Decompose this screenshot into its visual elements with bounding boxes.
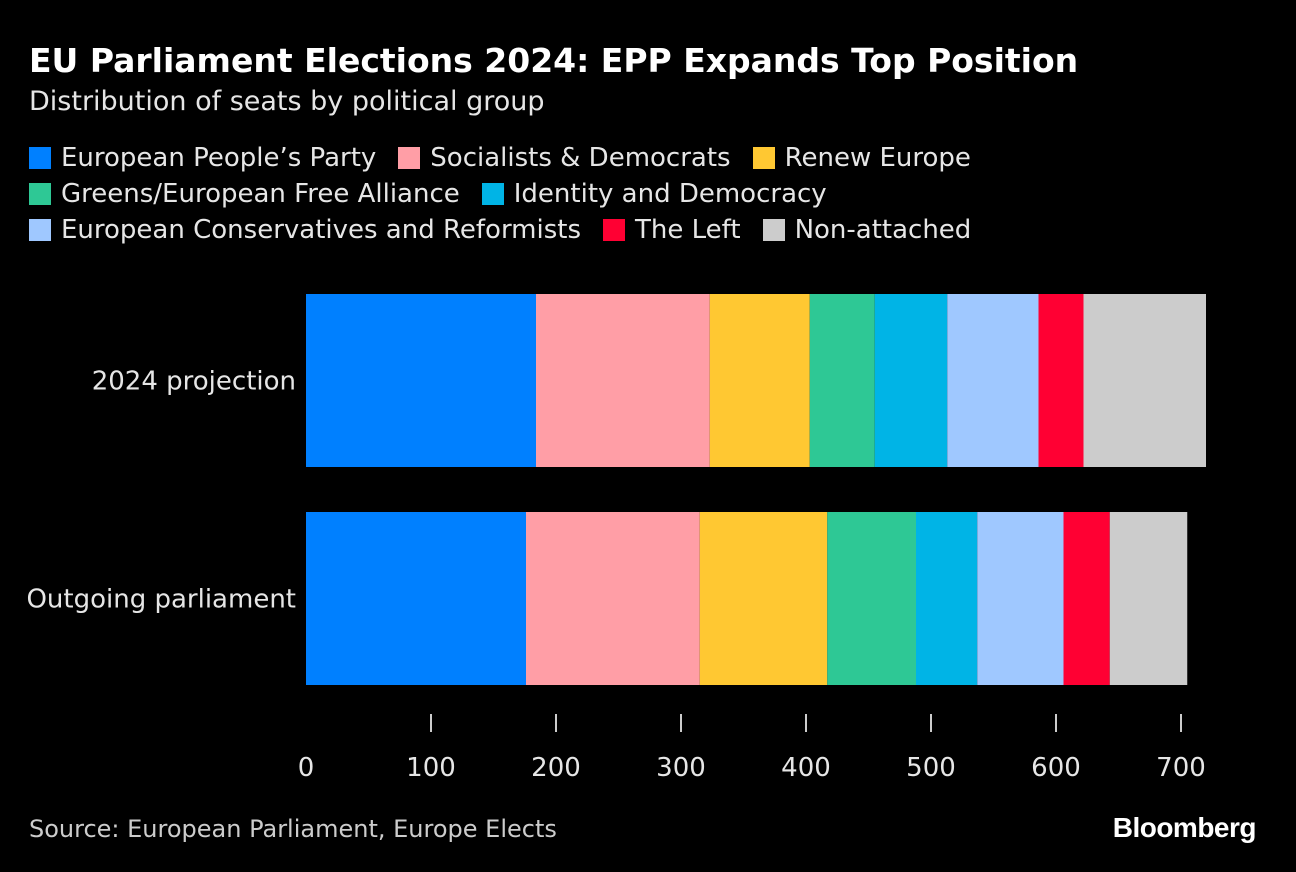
legend-swatch [603, 219, 626, 241]
legend-swatch [752, 147, 775, 169]
legend-label: Non-attached [794, 215, 972, 245]
bar-segment [809, 294, 875, 467]
x-tick-label: 600 [1031, 753, 1081, 783]
bloomberg-logo: Bloomberg [1112, 812, 1257, 843]
bar-segment [536, 294, 710, 467]
legend-swatch [29, 147, 51, 169]
bar-segment [947, 294, 1039, 467]
legend-item: Identity and Democracy [481, 179, 827, 209]
bar-segment [526, 512, 700, 685]
bar-segment [306, 294, 536, 467]
legend-label: European People’s Party [61, 143, 377, 173]
bar-segment [916, 512, 978, 685]
x-tick-label: 200 [531, 753, 581, 783]
legend-swatch [29, 183, 51, 205]
bar-segment [1038, 294, 1084, 467]
legend-swatch [29, 219, 51, 241]
bar-segment [874, 294, 948, 467]
legend-item: European People’s Party [29, 143, 376, 173]
category-label: 2024 projection [92, 367, 296, 397]
legend-row: Greens/European Free Alliance Identity an… [29, 176, 1279, 212]
legend-item: Socialists & Democrats [398, 143, 731, 173]
bar-segment [977, 512, 1064, 685]
legend-label: Identity and Democracy [513, 179, 827, 209]
bar-segment [827, 512, 916, 685]
legend-swatch [398, 147, 421, 169]
x-tick-label: 0 [298, 753, 315, 783]
legend-item: Greens/European Free Alliance [29, 179, 460, 209]
legend-item: European Conservatives and Reformists [29, 215, 581, 245]
category-label: Outgoing parliament [26, 585, 296, 615]
bar-segment [1063, 512, 1110, 685]
source-note: Source: European Parliament, Europe Elec… [29, 815, 557, 843]
legend-label: Greens/European Free Alliance [61, 179, 460, 209]
x-tick-label: 400 [781, 753, 831, 783]
x-tick-label: 700 [1156, 753, 1206, 783]
bar-segment [1109, 512, 1188, 685]
x-tick-label: 100 [406, 753, 456, 783]
bar-segment [306, 512, 526, 685]
legend-row: European Conservatives and Reformists The… [29, 212, 1279, 248]
chart-subtitle: Distribution of seats by political group [29, 86, 545, 117]
legend-swatch [481, 183, 504, 205]
legend-label: European Conservatives and Reformists [61, 215, 582, 245]
legend-row: European People’s Party Socialists & Demo… [29, 140, 1279, 176]
legend-item: Non-attached [762, 215, 972, 245]
legend-label: The Left [635, 215, 741, 245]
legend-label: Renew Europe [784, 143, 971, 173]
x-tick-label: 500 [906, 753, 956, 783]
legend-item: The Left [603, 215, 741, 245]
legend-swatch [762, 219, 785, 241]
bar-segment [699, 512, 828, 685]
chart-title: EU Parliament Elections 2024: EPP Expand… [29, 41, 1079, 80]
legend-item: Renew Europe [752, 143, 971, 173]
legend-label: Socialists & Democrats [430, 143, 731, 173]
x-tick-label: 300 [656, 753, 706, 783]
legend: European People’s Party Socialists & Demo… [29, 140, 1279, 248]
bar-segment [1083, 294, 1206, 467]
bar-segment [709, 294, 810, 467]
